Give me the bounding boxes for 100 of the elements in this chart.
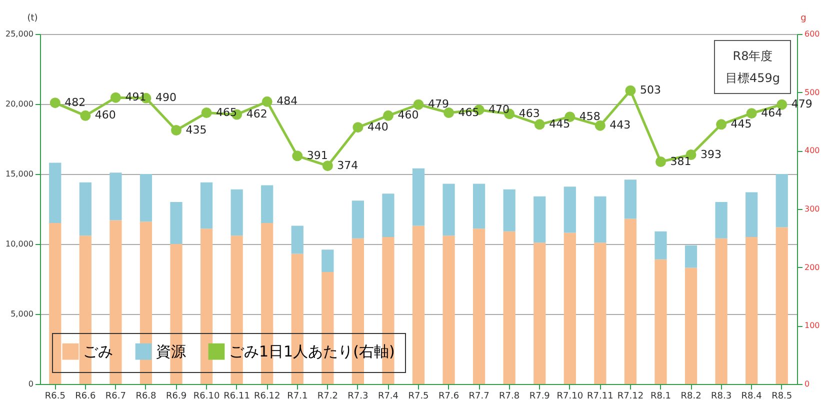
bar: [654, 231, 667, 260]
bar: [412, 168, 425, 226]
bar: [412, 226, 425, 384]
x-tick-label: R7.2: [317, 392, 338, 400]
point: [746, 108, 757, 119]
x-tick-label: R7.7: [468, 392, 490, 400]
bar: [49, 162, 62, 223]
bar: [715, 238, 728, 384]
bar: [473, 184, 486, 229]
data-label: 445: [549, 117, 570, 130]
data-label: 464: [761, 106, 782, 120]
bar: [230, 236, 243, 384]
x-tick-label: R7.12: [617, 392, 644, 400]
bar: [503, 231, 516, 384]
x-tick-label: R7.5: [408, 392, 429, 400]
data-label: 443: [610, 118, 631, 132]
y2-tick-label: 600: [804, 30, 820, 38]
data-label: 391: [306, 148, 328, 162]
bar: [624, 218, 637, 384]
bar: [352, 200, 364, 238]
y-tick-label: 25,000: [6, 30, 34, 38]
data-label: 381: [670, 154, 692, 168]
x-tick-label: R7.6: [438, 392, 460, 400]
data-label: 458: [579, 110, 600, 123]
y2-axis-title: g: [800, 14, 806, 24]
x-tick-label: R6.5: [44, 392, 66, 400]
annotation: R8年度: [732, 48, 774, 65]
point: [776, 99, 788, 110]
bar: [746, 237, 758, 384]
point: [594, 120, 606, 131]
x-tick-label: R8.1: [650, 392, 672, 400]
point: [413, 99, 424, 110]
bar: [684, 245, 698, 268]
legend-label: ごみ: [83, 342, 113, 361]
bar: [200, 182, 213, 229]
bar: [170, 202, 182, 244]
x-tick-label: R7.1: [287, 392, 308, 400]
x-tick-label: R6.9: [166, 392, 187, 400]
bar: [442, 236, 455, 384]
point: [50, 98, 60, 108]
bar: [140, 174, 152, 222]
data-label: 440: [367, 120, 388, 134]
point: [262, 96, 272, 107]
point: [171, 125, 182, 136]
data-label: 463: [518, 106, 540, 120]
x-tick-label: R7.8: [499, 392, 520, 400]
data-label: 503: [640, 84, 661, 97]
note-box: R8年度 目標459g: [714, 40, 791, 94]
y-tick-label: 20,000: [6, 100, 34, 108]
x-tick-label: R7.9: [529, 392, 550, 400]
bar: [442, 184, 455, 236]
data-label: 445: [730, 117, 752, 130]
y-tick-label: 10,000: [6, 240, 34, 248]
data-label: 479: [428, 98, 449, 111]
point: [382, 110, 394, 121]
x-tick-label: R6.11: [224, 392, 250, 400]
data-label: 435: [186, 123, 207, 136]
point: [534, 119, 545, 130]
bar: [684, 268, 698, 384]
bar: [594, 242, 606, 384]
bar: [503, 189, 516, 232]
x-tick-label: R8.3: [711, 392, 732, 400]
bar: [291, 226, 304, 254]
data-label: 482: [64, 96, 86, 109]
data-label: 484: [276, 94, 298, 108]
bar: [594, 196, 606, 243]
point: [444, 108, 454, 118]
bar: [382, 194, 394, 237]
x-tick-label: R6.7: [105, 392, 126, 400]
x-tick-label: R7.11: [587, 392, 614, 400]
data-label: 460: [94, 108, 116, 122]
x-tick-label: R7.4: [378, 392, 399, 400]
y2-tick-label: 200: [804, 262, 820, 272]
point: [292, 150, 303, 162]
bar: [200, 228, 213, 384]
point: [716, 119, 727, 130]
bar: [534, 242, 546, 384]
bar: [79, 182, 92, 236]
x-tick-label: R6.6: [75, 392, 96, 400]
point: [655, 156, 666, 167]
x-tick-label: R8.2: [680, 392, 702, 400]
y2-tick-label: 0: [804, 380, 810, 388]
legend-label: 資源: [156, 342, 186, 361]
y2-tick-label: 400: [804, 146, 820, 156]
x-tick-label: R7.10: [556, 392, 584, 400]
bar: [746, 192, 758, 237]
bar: [322, 250, 334, 272]
y-tick-label: 0: [28, 380, 34, 388]
x-tick-label: R7.3: [348, 392, 368, 400]
y2-tick-label: 300: [804, 204, 820, 214]
point: [201, 108, 212, 118]
bar: [654, 259, 667, 384]
data-label: 374: [337, 158, 358, 172]
bar: [564, 232, 576, 384]
bar: [564, 186, 576, 233]
data-label: 393: [700, 148, 722, 161]
bar: [473, 228, 486, 384]
bar: [715, 202, 728, 238]
y2-tick-label: 100: [804, 321, 820, 330]
x-tick-label: R8.5: [772, 392, 792, 400]
